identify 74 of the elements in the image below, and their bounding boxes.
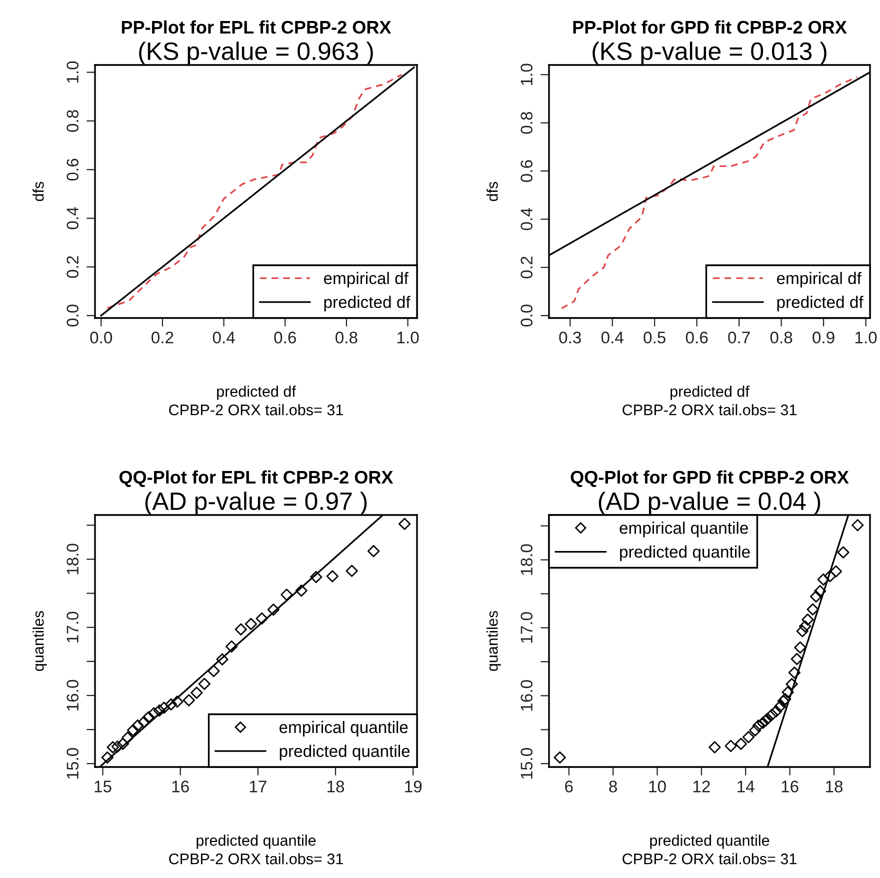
x-tick-label: 0.2 [152, 332, 174, 344]
y-tick-label: 0.4 [520, 208, 533, 230]
x-tick-label: 0.9 [812, 332, 834, 344]
y-axis-title: dfs [486, 182, 498, 202]
x-tick-label: 0.4 [601, 332, 624, 344]
y-tick-label: 0.2 [66, 256, 79, 278]
x-tick-label: 0.4 [212, 332, 235, 344]
x-tick-label: 0.8 [336, 332, 358, 344]
y-tick-label: 16.0 [520, 680, 533, 711]
legend-label: empirical quantile [279, 720, 408, 736]
x-tick-label: 19 [405, 780, 422, 792]
x-tick-label: 0.0 [90, 332, 112, 344]
legend-label: predicted df [324, 296, 410, 312]
y-axis-title: quantiles [32, 610, 47, 671]
y-tick-label: 0.0 [66, 304, 79, 326]
y-tick-label: 1.0 [520, 64, 533, 85]
legend-label: predicted quantile [620, 546, 750, 562]
chart-subtitle: (AD p-value = 0.97 ) [145, 492, 367, 515]
x-tick-label: 16 [782, 780, 798, 792]
x-tick-label: 0.6 [274, 332, 296, 344]
chart-title: PP-Plot for GPD fit CPBP-2 ORX [573, 20, 847, 34]
x-tick-label: 0.6 [686, 332, 708, 344]
text: CPBP-2 ORX tail.obs= 31 [169, 404, 343, 416]
x-axis-title: predicted quantile [196, 834, 316, 849]
chart-subtitle: (KS p-value = 0.963 ) [139, 42, 373, 65]
y-tick-label: 0.0 [520, 304, 533, 327]
y-tick-label: 0.6 [66, 158, 79, 181]
y-axis-title: quantiles [486, 610, 501, 671]
x-tick-label: 1.0 [397, 332, 419, 344]
x-tick-label: 1.0 [855, 332, 877, 344]
x-tick-label: 18 [826, 780, 843, 792]
x-tick-label: 0.8 [770, 332, 792, 344]
legend-label: empirical df [324, 272, 408, 288]
x-tick-label: 15 [94, 780, 112, 792]
x-tick-label: 12 [693, 780, 710, 792]
legend-label: empirical df [776, 272, 862, 288]
x-tick-label: 16 [172, 780, 189, 792]
y-tick-label: 15.0 [520, 748, 533, 779]
x-axis-title: predicted df [217, 386, 296, 400]
y-tick-label: 0.6 [520, 160, 533, 182]
chart-subtitle: (KS p-value = 0.013 ) [592, 42, 826, 65]
legend-label: empirical quantile [620, 522, 748, 538]
y-tick-label: 18.0 [520, 544, 533, 575]
x-tick-label: 0.5 [644, 332, 666, 344]
y-tick-label: 15.0 [66, 748, 79, 779]
y-tick-label: 1.0 [66, 61, 79, 83]
x-axis-title: predicted quantile [650, 834, 770, 849]
legend-label: predicted df [777, 296, 864, 312]
x-tick-label: 0.3 [559, 332, 581, 344]
y-tick-label: 0.8 [66, 110, 79, 132]
x-tick-label: 14 [738, 780, 754, 792]
chart-title: PP-Plot for EPL fit CPBP-2 ORX [122, 20, 392, 34]
chart-title: QQ-Plot for EPL fit CPBP-2 ORX [119, 470, 394, 488]
y-tick-label: 17.0 [66, 612, 79, 642]
x-tick-label: 8 [609, 780, 617, 792]
y-axis-title: dfs [32, 182, 44, 202]
x-tick-label: 17 [250, 780, 266, 792]
x-tick-label: 10 [649, 780, 666, 792]
y-tick-label: 0.8 [520, 112, 533, 134]
y-tick-label: 0.4 [66, 207, 79, 230]
text: CPBP-2 ORX tail.obs= 31 [622, 404, 796, 416]
y-tick-label: 0.2 [520, 256, 533, 278]
chart-subtitle: (AD p-value = 0.04 ) [598, 492, 820, 515]
chart-title: QQ-Plot for GPD fit CPBP-2 ORX [570, 470, 849, 488]
x-tick-label: 0.7 [728, 332, 750, 344]
text: CPBP-2 ORX tail.obs= 31 [169, 853, 343, 864]
y-tick-label: 16.0 [66, 680, 79, 710]
x-axis-title: predicted df [670, 386, 750, 400]
x-tick-label: 6 [565, 780, 573, 792]
legend-label: predicted quantile [280, 744, 410, 760]
y-tick-label: 17.0 [520, 612, 533, 643]
text: CPBP-2 ORX tail.obs= 31 [622, 853, 796, 864]
x-tick-label: 18 [328, 780, 344, 792]
y-tick-label: 18.0 [66, 544, 79, 574]
